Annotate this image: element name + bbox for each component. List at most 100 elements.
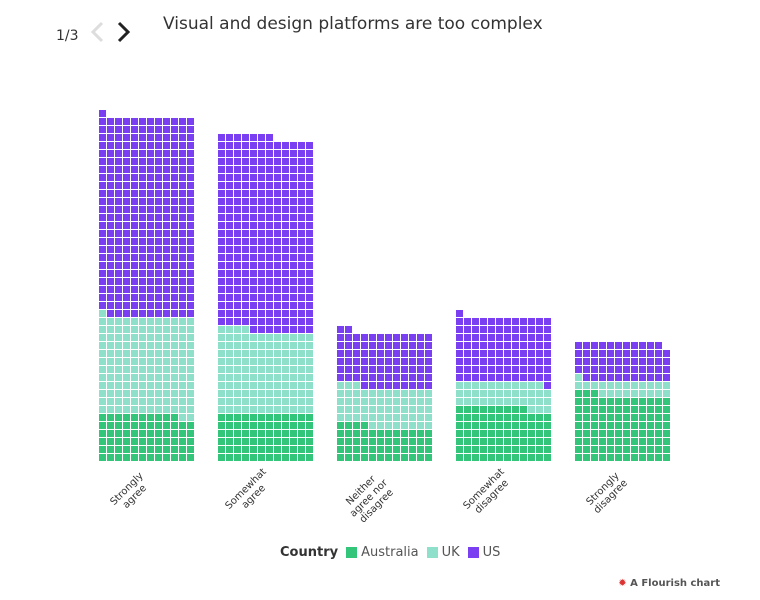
waffle-square [99,206,106,213]
waffle-square [226,142,233,149]
waffle-square [250,254,257,261]
waffle-square [163,262,170,269]
waffle-square [250,278,257,285]
waffle-square [282,278,289,285]
waffle-square [171,198,178,205]
waffle-square [218,366,225,373]
legend-label[interactable]: Australia [361,545,419,560]
waffle-square [266,414,273,421]
footer-text: A Flourish chart [630,578,720,589]
waffle-square [234,382,241,389]
waffle-square [131,430,138,437]
waffle-square [179,262,186,269]
waffle-square [306,270,313,277]
waffle-square [187,318,194,325]
waffle-square [480,406,487,413]
waffle-square [599,438,606,445]
waffle-square [147,126,154,133]
waffle-square [226,222,233,229]
waffle-square [226,254,233,261]
waffle-square [242,398,249,405]
waffle-square [639,350,646,357]
waffle-square [401,446,408,453]
waffle-square [425,454,432,461]
waffle-square [575,358,582,365]
waffle-square [218,422,225,429]
waffle-square [488,350,495,357]
waffle-square [663,446,670,453]
waffle-square [147,294,154,301]
waffle-square [306,382,313,389]
waffle-square [187,366,194,373]
waffle-square [599,406,606,413]
waffle-square [290,158,297,165]
waffle-square [464,350,471,357]
waffle-square [107,198,114,205]
waffle-square [226,262,233,269]
waffle-square [258,358,265,365]
waffle-square [139,294,146,301]
waffle-square [147,382,154,389]
waffle-square [480,414,487,421]
waffle-square [298,166,305,173]
waffle-square [536,414,543,421]
waffle-square [575,342,582,349]
logo: ✹ [618,578,631,589]
waffle-square [107,262,114,269]
waffle-square [171,358,178,365]
waffle-square [353,390,360,397]
waffle-square [306,438,313,445]
waffle-square [115,238,122,245]
waffle-square [298,334,305,341]
next-arrow[interactable] [117,21,131,43]
waffle-square [591,358,598,365]
waffle-square [218,454,225,461]
waffle-square [504,454,511,461]
waffle-square [147,350,154,357]
waffle-square [99,390,106,397]
waffle-square [464,374,471,381]
waffle-square [107,118,114,125]
waffle-square [504,390,511,397]
waffle-square [655,438,662,445]
legend-label[interactable]: UK [441,545,460,560]
waffle-square [107,390,114,397]
waffle-square [290,342,297,349]
waffle-square [353,366,360,373]
waffle-square [234,406,241,413]
waffle-square [528,438,535,445]
prev-arrow[interactable] [90,21,104,43]
waffle-square [123,222,130,229]
waffle-square [171,414,178,421]
waffle-square [298,230,305,237]
waffle-square [385,446,392,453]
legend-label[interactable]: US [482,545,501,560]
waffle-square [171,206,178,213]
waffle-square [282,390,289,397]
waffle-square [631,406,638,413]
waffle-square [282,302,289,309]
waffle-square [107,318,114,325]
waffle-square [583,406,590,413]
waffle-square [528,318,535,325]
waffle-square [536,406,543,413]
waffle-square [306,446,313,453]
waffle-square [274,142,281,149]
waffle-square [163,406,170,413]
waffle-square [115,254,122,261]
waffle-square [131,126,138,133]
waffle-square [179,182,186,189]
waffle-square [647,342,654,349]
waffle-square [163,422,170,429]
waffle-square [496,334,503,341]
waffle-square [155,230,162,237]
waffle-square [520,374,527,381]
waffle-square [425,382,432,389]
waffle-square [242,254,249,261]
waffle-square [218,262,225,269]
waffle-square [504,414,511,421]
waffle-square [242,206,249,213]
waffle-square [179,174,186,181]
waffle-square [282,406,289,413]
waffle-square [147,222,154,229]
